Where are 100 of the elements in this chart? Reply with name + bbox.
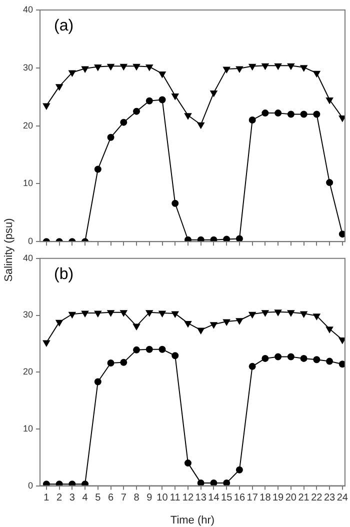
x-tick-label: 2 (56, 492, 63, 504)
point (248, 362, 256, 370)
point (42, 103, 50, 110)
point (236, 66, 244, 72)
point (236, 318, 243, 324)
x-tick-label: 14 (208, 492, 220, 504)
point (300, 311, 308, 318)
y-tick-label: 0 (28, 236, 33, 246)
point (184, 460, 192, 467)
point (146, 346, 153, 353)
y-axis-title: Salinity (psu) (2, 218, 15, 282)
point (184, 320, 192, 328)
point (274, 310, 282, 316)
point (146, 310, 153, 316)
point (68, 312, 76, 318)
point (94, 378, 102, 386)
x-tick-label: 4 (82, 492, 88, 504)
point (248, 64, 256, 70)
point (300, 110, 308, 118)
point (313, 110, 320, 118)
y-tick-label: 20 (22, 120, 33, 130)
point (172, 311, 179, 318)
point (82, 480, 89, 486)
point (262, 110, 269, 117)
point (338, 360, 345, 368)
point (56, 84, 63, 90)
y-tick-label: 0 (28, 480, 33, 490)
point (326, 179, 334, 186)
point (172, 93, 179, 100)
point (274, 353, 282, 360)
point (107, 64, 114, 70)
point (313, 356, 320, 364)
point (223, 66, 230, 74)
x-tick-label: 11 (170, 492, 181, 504)
point (300, 65, 308, 72)
x-tick-label: 24 (336, 492, 348, 504)
point (236, 235, 243, 242)
point (107, 134, 114, 141)
point (94, 64, 102, 71)
x-tick-label: 7 (120, 492, 127, 504)
point (158, 71, 166, 78)
point (42, 480, 50, 486)
point (82, 66, 89, 72)
point (120, 64, 128, 70)
point (262, 310, 269, 316)
point (248, 312, 256, 318)
x-tick-label: 9 (146, 492, 153, 504)
point (338, 337, 345, 344)
point (248, 116, 256, 124)
x-tick-label: 21 (298, 492, 310, 504)
point (56, 480, 63, 486)
x-tick-label: 22 (311, 492, 323, 504)
point (56, 320, 63, 326)
x-tick-label: 13 (195, 492, 207, 504)
point (236, 466, 243, 474)
point (172, 200, 179, 207)
point (210, 479, 218, 486)
point (184, 113, 192, 120)
point (120, 118, 128, 126)
point (158, 310, 166, 317)
point (313, 70, 320, 78)
point (94, 310, 102, 317)
point (223, 236, 230, 242)
x-tick-label: 8 (134, 492, 140, 504)
x-tick-label: 12 (182, 492, 194, 504)
annotation: (a) (54, 17, 74, 34)
x-tick-label: 15 (221, 492, 233, 504)
point (274, 63, 282, 70)
y-tick-label: 30 (22, 62, 33, 72)
annotation: (b) (54, 266, 74, 283)
x-tick-label: 23 (324, 492, 336, 504)
point (68, 70, 76, 77)
point (210, 322, 218, 328)
x-tick-label: 5 (95, 492, 102, 504)
x-tick-label: 17 (246, 492, 258, 504)
point (338, 115, 345, 122)
point (223, 319, 230, 326)
x-tick-label: 20 (285, 492, 297, 504)
point (274, 110, 282, 117)
x-tick-label: 3 (69, 492, 76, 504)
point (172, 352, 179, 360)
point (287, 310, 294, 316)
point (197, 328, 204, 334)
point (120, 310, 128, 316)
point (132, 324, 140, 330)
point (42, 340, 50, 347)
y-tick-label: 30 (22, 310, 33, 320)
point (146, 97, 153, 104)
y-tick-label: 10 (22, 423, 33, 434)
x-tick-label: 10 (156, 492, 168, 504)
point (223, 479, 230, 486)
point (107, 360, 114, 367)
point (338, 230, 345, 238)
y-tick-label: 40 (22, 252, 33, 263)
point (184, 236, 192, 242)
point (197, 122, 204, 129)
point (326, 97, 334, 104)
point (197, 479, 204, 486)
point (210, 90, 218, 97)
point (262, 63, 269, 70)
